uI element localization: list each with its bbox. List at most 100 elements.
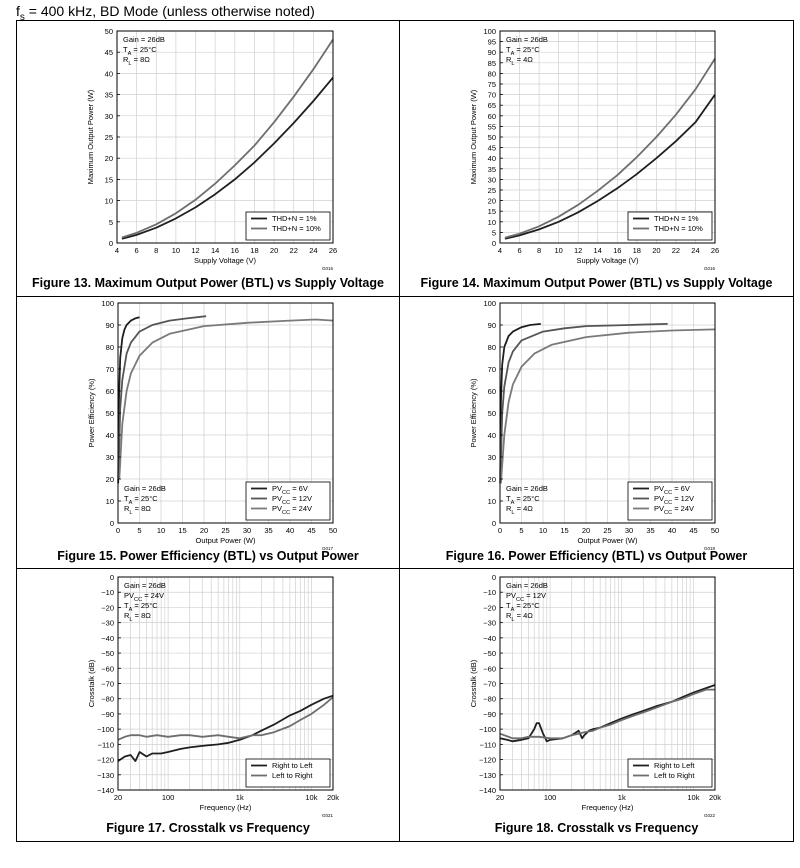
legend-entry: Right to Left (272, 761, 313, 770)
legend-entry: Left to Right (272, 771, 313, 780)
series-line-2 (121, 39, 334, 239)
x-tick-label: 18 (633, 246, 641, 255)
y-tick-label: 100 (483, 299, 496, 308)
x-tick-label: 15 (178, 526, 186, 535)
figure-code: G016 (704, 266, 716, 271)
x-tick-label: 0 (116, 526, 120, 535)
condition-label: TA = 25°C (124, 494, 158, 506)
legend-entry: THD+N = 10% (654, 224, 703, 233)
y-tick-label: 80 (488, 69, 496, 78)
y-tick-label: 0 (110, 573, 114, 582)
series-line-1 (504, 94, 716, 240)
y-tick-label: 15 (105, 175, 113, 184)
y-tick-label: −30 (483, 619, 496, 628)
y-tick-label: −80 (483, 695, 496, 704)
legend-entry: PVCC = 24V (272, 504, 312, 516)
y-tick-label: 65 (488, 101, 496, 110)
x-tick-label: 30 (625, 526, 633, 535)
x-tick-label: 20 (496, 793, 504, 802)
x-tick-label: 24 (309, 246, 317, 255)
x-tick-label: 12 (574, 246, 582, 255)
figure-18-caption: Figure 18. Crosstalk vs Frequency (494, 821, 699, 835)
y-tick-label: 80 (488, 343, 496, 352)
y-tick-label: 40 (488, 431, 496, 440)
figure-15-caption: Figure 15. Power Efficiency (BTL) vs Out… (57, 549, 359, 563)
x-tick-label: 10 (539, 526, 547, 535)
y-tick-label: −40 (101, 634, 114, 643)
y-tick-label: 60 (106, 387, 114, 396)
y-tick-label: −90 (101, 710, 114, 719)
figure-13-caption: Figure 13. Maximum Output Power (BTL) vs… (32, 276, 384, 290)
y-tick-label: 85 (488, 59, 496, 68)
legend-entry: PVCC = 12V (272, 494, 312, 506)
series-line-3 (118, 318, 334, 480)
y-tick-label: 10 (105, 197, 113, 206)
series-line-2 (117, 315, 207, 480)
condition-label: PVCC = 12V (506, 591, 546, 603)
y-tick-label: 20 (105, 154, 113, 163)
y-tick-label: −50 (483, 649, 496, 658)
x-tick-label: 100 (544, 793, 557, 802)
x-tick-label: 35 (646, 526, 654, 535)
x-tick-label: 26 (329, 246, 337, 255)
x-tick-label: 22 (672, 246, 680, 255)
y-axis-label: Crosstalk (dB) (87, 659, 96, 707)
figure-17-caption: Figure 17. Crosstalk vs Frequency (106, 821, 310, 835)
figure-14-caption: Figure 14. Maximum Output Power (BTL) vs… (420, 276, 773, 290)
y-tick-label: −100 (479, 725, 496, 734)
x-tick-label: 8 (154, 246, 158, 255)
x-axis-label: Output Power (W) (195, 536, 256, 545)
x-tick-label: 20k (709, 793, 721, 802)
x-tick-label: 4 (498, 246, 502, 255)
x-tick-label: 8 (537, 246, 541, 255)
x-tick-label: 12 (191, 246, 199, 255)
y-tick-label: −20 (101, 603, 114, 612)
legend-entry: PVCC = 6V (654, 484, 690, 496)
x-axis-label: Supply Voltage (V) (194, 256, 257, 265)
y-tick-label: −120 (97, 756, 114, 765)
x-tick-label: 35 (264, 526, 272, 535)
x-tick-label: 5 (519, 526, 523, 535)
x-tick-label: 10k (687, 793, 699, 802)
x-tick-label: 10 (157, 526, 165, 535)
x-tick-label: 20 (200, 526, 208, 535)
y-tick-label: 10 (488, 497, 496, 506)
figure-16-cell: 0 10 20 30 40 50 60 70 80 90 100 0 5 10 15 20 25 30 35 40 45… (400, 297, 793, 568)
y-tick-label: 95 (488, 38, 496, 47)
y-tick-label: 60 (488, 112, 496, 121)
x-tick-label: 40 (668, 526, 676, 535)
y-tick-label: −10 (483, 588, 496, 597)
figure-code: G021 (322, 813, 334, 818)
y-tick-label: 50 (105, 27, 113, 36)
figure-17-chart: 0 −10 −20 −30 −40 −50 −60 −70 −80 −90 −100 −110 −120… (87, 573, 339, 818)
figure-15-cell: 0 10 20 30 40 50 60 70 80 90 100 0 5 10 15 20 25 30 35 40 45… (17, 297, 399, 568)
y-tick-label: 90 (488, 321, 496, 330)
y-axis-label: Power Efficiency (%) (469, 378, 478, 448)
condition-label: TA = 25°C (506, 45, 540, 57)
x-tick-label: 22 (290, 246, 298, 255)
figure-grid: 0 5 10 15 20 25 30 35 40 45 50 4 6 8 10 12 14 16 18 20 22 24 2… (16, 20, 794, 842)
series-line-1 (499, 684, 716, 743)
figure-14-cell: 0 5 10 15 20 25 30 35 40 45 50 55 60 65 70 75 80 85 90 95 10… (400, 21, 793, 296)
y-tick-label: 0 (109, 239, 113, 248)
y-tick-label: −40 (483, 634, 496, 643)
x-tick-label: 1k (236, 793, 244, 802)
series-line-2 (504, 58, 716, 239)
x-tick-label: 20 (582, 526, 590, 535)
series-line-2 (117, 696, 334, 741)
y-tick-label: −130 (479, 771, 496, 780)
figure-13-cell: 0 5 10 15 20 25 30 35 40 45 50 4 6 8 10 12 14 16 18 20 22 24 2… (17, 21, 399, 296)
y-tick-label: −140 (479, 786, 496, 795)
x-tick-label: 4 (115, 246, 119, 255)
y-tick-label: 75 (488, 80, 496, 89)
x-tick-label: 25 (603, 526, 611, 535)
x-tick-label: 16 (613, 246, 621, 255)
y-tick-label: 10 (106, 497, 114, 506)
series-line-3 (500, 328, 716, 484)
y-tick-label: 25 (488, 186, 496, 195)
figure-code: G022 (704, 813, 716, 818)
y-tick-label: −80 (101, 695, 114, 704)
